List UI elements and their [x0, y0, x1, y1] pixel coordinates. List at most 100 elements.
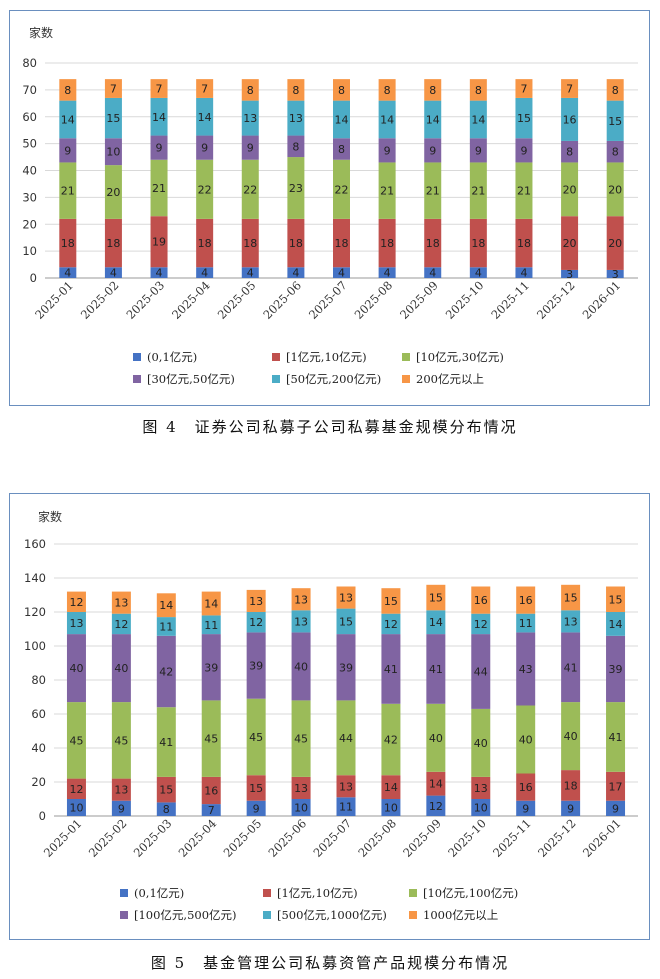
bar-segment — [469, 162, 487, 219]
data-label: 9 — [522, 802, 529, 815]
data-label: 4 — [110, 267, 117, 280]
bar-segment — [241, 79, 259, 101]
data-label: 9 — [612, 802, 619, 815]
legend-entry: [10亿元,100亿元) — [423, 886, 518, 900]
data-label: 9 — [201, 142, 208, 155]
x-tick-label: 2025-09 — [397, 278, 441, 322]
legend-entry: [1亿元,10亿元) — [286, 350, 367, 364]
data-label: 39 — [249, 660, 263, 673]
x-tick-label: 2025-11 — [488, 278, 532, 322]
bar-segment — [287, 135, 305, 158]
bar-segment — [469, 79, 487, 101]
data-label: 21 — [426, 185, 440, 198]
bar-segment — [201, 700, 221, 777]
legend-entry: [500亿元,1000亿元) — [277, 908, 387, 922]
bar-segment — [561, 770, 581, 801]
bar-segment — [333, 159, 350, 219]
data-label: 14 — [471, 113, 485, 126]
data-label: 4 — [201, 267, 208, 280]
bar-segment — [336, 700, 356, 776]
y-tick-label: 60 — [22, 110, 37, 124]
bar-segment — [241, 267, 259, 278]
data-label: 16 — [519, 781, 533, 794]
bar-segment — [469, 138, 487, 163]
data-label: 9 — [118, 802, 125, 815]
data-label: 14 — [61, 113, 75, 126]
bar-segment — [333, 138, 350, 160]
x-tick-label: 2025-08 — [352, 278, 396, 322]
legend-entry: 1000亿元以上 — [423, 908, 498, 922]
bar-segment — [606, 702, 626, 772]
bar-segment — [561, 140, 579, 163]
data-label: 13 — [294, 615, 308, 628]
bar-segment — [287, 100, 305, 136]
data-label: 45 — [114, 734, 128, 747]
data-label: 40 — [294, 660, 308, 673]
bar-segment — [333, 100, 350, 139]
bar-segment — [333, 218, 350, 268]
bar-segment — [606, 800, 626, 816]
y-tick-label: 100 — [24, 639, 46, 653]
bar-segment — [333, 267, 350, 278]
bar-segment — [606, 162, 624, 217]
data-label: 39 — [339, 661, 353, 674]
bar-segment — [104, 79, 122, 98]
bar-segment — [287, 267, 305, 278]
data-label: 10 — [384, 802, 398, 815]
x-tick-label: 2026-01 — [580, 278, 624, 322]
data-label: 39 — [204, 661, 218, 674]
x-tick-label: 2025-07 — [310, 816, 354, 860]
y-tick-label: 20 — [31, 775, 46, 789]
data-label: 15 — [564, 592, 578, 605]
data-label: 4 — [292, 267, 299, 280]
bar-segment — [469, 100, 487, 139]
data-label: 9 — [429, 144, 436, 157]
y-axis-label: 家数 — [38, 509, 62, 524]
data-label: 4 — [156, 267, 163, 280]
bar-segment — [104, 138, 122, 166]
bar-segment — [333, 79, 350, 101]
bar-segment — [111, 778, 131, 801]
data-label: 15 — [159, 784, 173, 797]
y-tick-label: 30 — [22, 190, 37, 204]
bar-segment — [606, 635, 626, 703]
bar-segment — [59, 267, 77, 278]
bar-segment — [426, 771, 446, 796]
legend-swatch — [263, 889, 271, 897]
x-tick-label: 2025-01 — [41, 816, 85, 860]
x-tick-label: 2026-01 — [580, 816, 624, 860]
bar-segment — [471, 776, 491, 799]
bar-segment — [59, 218, 77, 268]
data-label: 12 — [69, 783, 83, 796]
bar-segment — [156, 776, 176, 803]
data-label: 41 — [159, 736, 173, 749]
data-label: 11 — [519, 617, 533, 630]
y-tick-label: 80 — [22, 56, 37, 70]
bar-segment — [378, 218, 396, 268]
bar-segment — [381, 613, 401, 635]
data-label: 9 — [156, 142, 163, 155]
legend-swatch — [402, 375, 410, 383]
data-label: 18 — [564, 779, 578, 792]
bar-segment — [287, 157, 305, 219]
y-tick-label: 0 — [39, 809, 46, 823]
data-label: 21 — [61, 185, 75, 198]
bar-segment — [424, 79, 442, 101]
legend-swatch — [120, 911, 128, 919]
bar-segment — [515, 162, 533, 219]
data-label: 8 — [612, 84, 619, 97]
data-label: 20 — [563, 183, 577, 196]
data-label: 18 — [335, 237, 349, 250]
y-tick-label: 160 — [24, 537, 46, 551]
bar-segment — [104, 267, 122, 278]
data-label: 19 — [152, 236, 166, 249]
data-label: 13 — [339, 780, 353, 793]
bar-segment — [201, 615, 221, 635]
bar-segment — [471, 708, 491, 777]
bar-segment — [111, 702, 131, 779]
bar-segment — [59, 100, 77, 139]
data-label: 9 — [247, 142, 254, 155]
data-label: 8 — [338, 84, 345, 97]
data-label: 13 — [114, 784, 128, 797]
bar-segment — [287, 218, 305, 268]
